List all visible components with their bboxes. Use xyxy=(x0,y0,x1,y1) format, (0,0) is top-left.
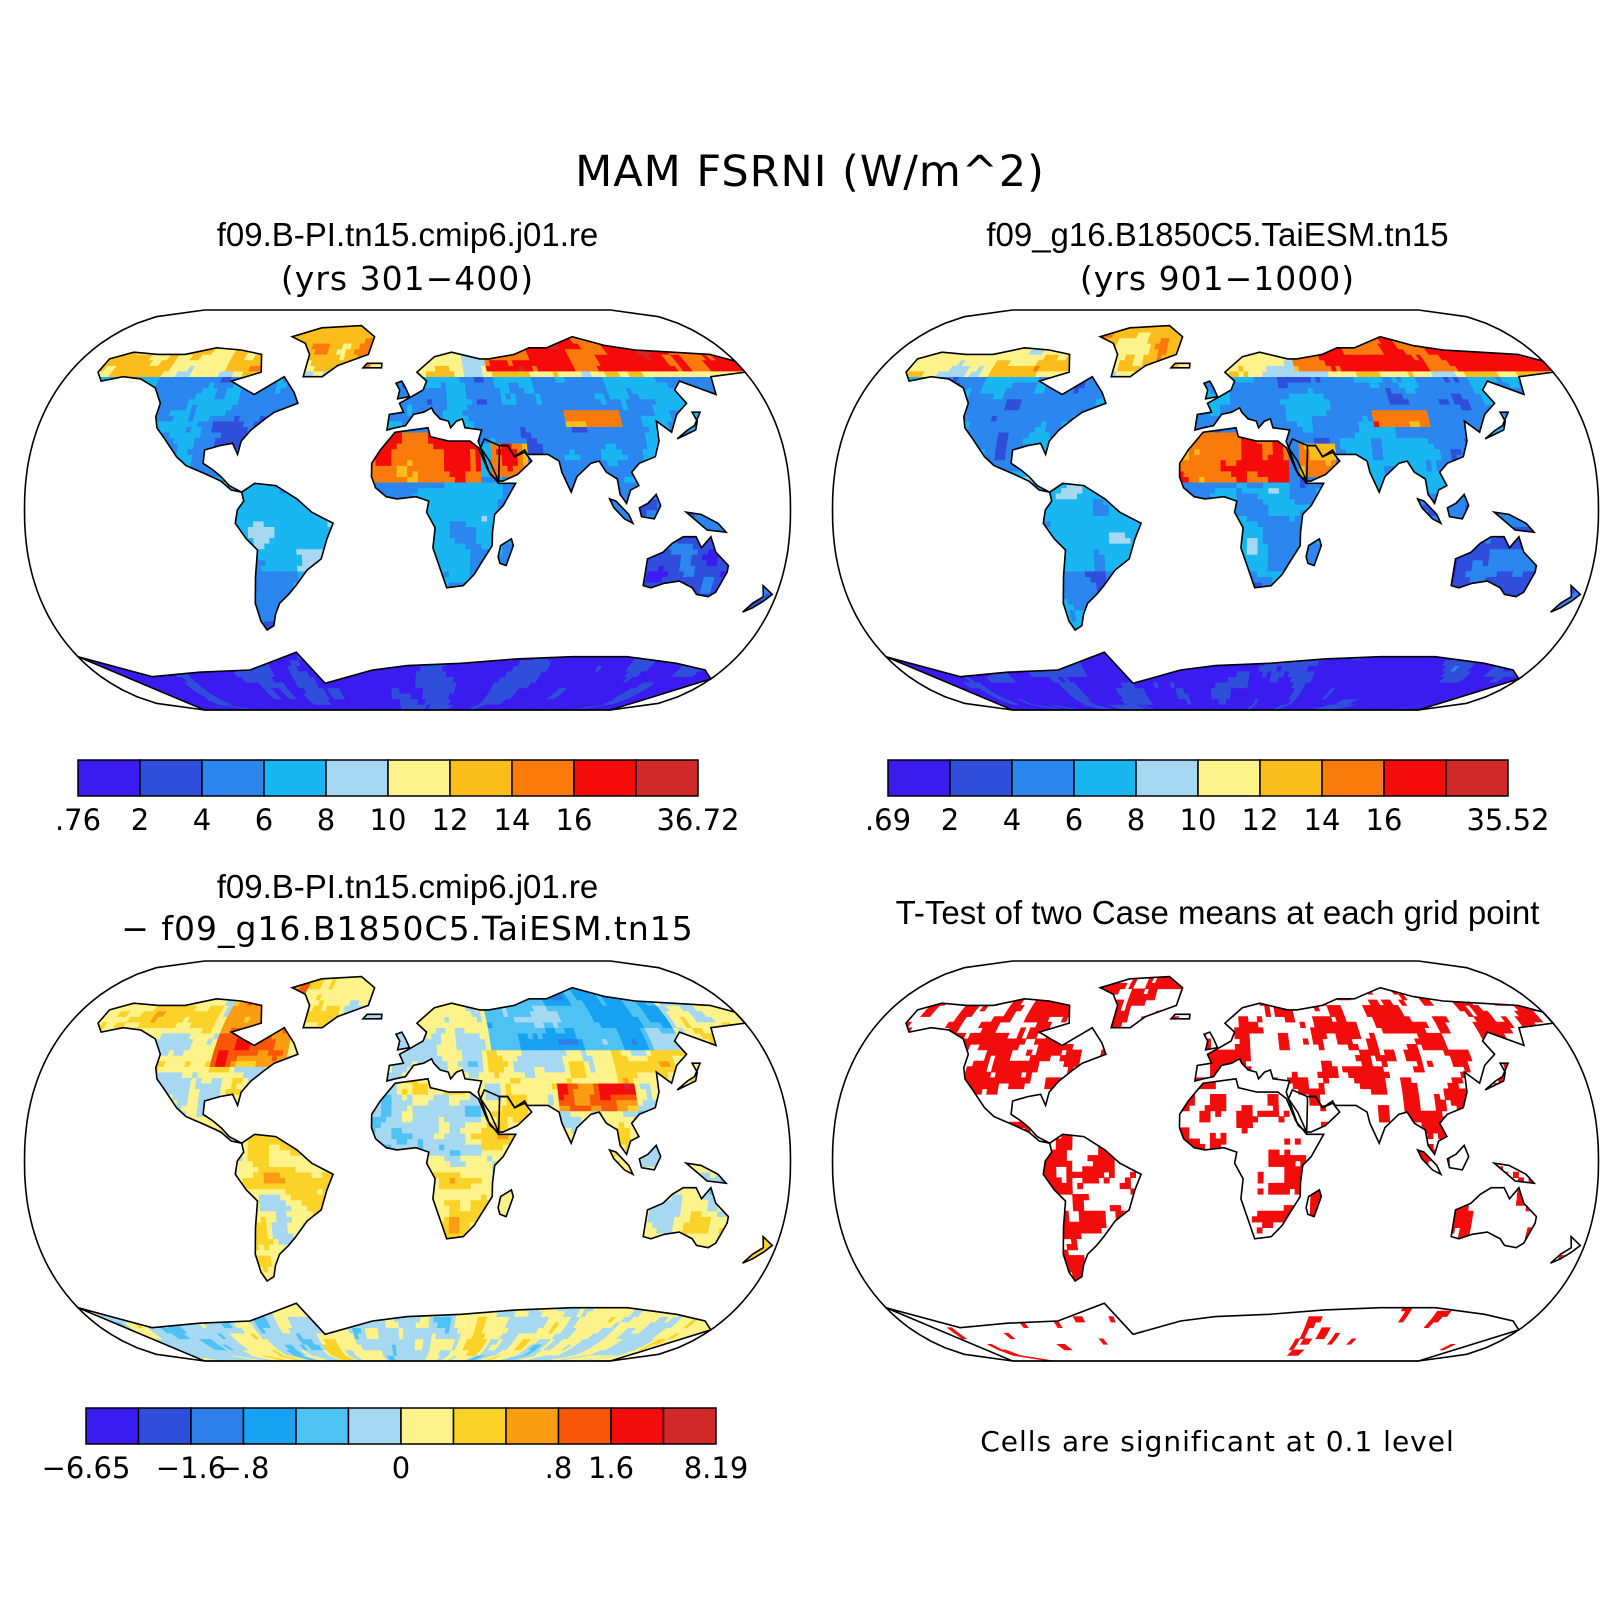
diff-subtitle: − f09_g16.B1850C5.TaiESM.tn15 xyxy=(0,912,815,945)
colorbar-tick-label: 10 xyxy=(1180,803,1217,837)
case2-map xyxy=(818,305,1613,715)
colorbar-tick-label: 14 xyxy=(1304,803,1341,837)
colorbar-swatch xyxy=(347,1407,402,1445)
coastlines xyxy=(77,975,774,1362)
case2-colorbar: .69 2 4 6 8 10 12 14 16 35.52 xyxy=(865,759,1550,840)
colorbar-tick-label: 12 xyxy=(432,803,469,837)
colorbar-swatch xyxy=(295,1407,350,1445)
colorbar-swatch xyxy=(77,759,141,797)
colorbar-tick-label: −1.6 xyxy=(156,1451,226,1485)
colorbar-swatch xyxy=(139,759,203,797)
colorbar-swatch xyxy=(325,759,389,797)
ttest-title: T-Test of two Case means at each grid po… xyxy=(810,896,1620,929)
colorbar-swatch xyxy=(400,1407,455,1445)
difference-colorbar: −6.65 −1.6 −.8 0 .8 1.6 8.19 xyxy=(42,1407,748,1488)
case1-title: f09.B-PI.tn15.cmip6.j01.re xyxy=(0,218,815,251)
colorbar-tick-label: 12 xyxy=(1242,803,1279,837)
colorbar-tick-label: 10 xyxy=(370,803,407,837)
map-outline xyxy=(23,960,792,1362)
colorbar-tick-label: 16 xyxy=(1366,803,1403,837)
case1-subtitle: (yrs 301−400) xyxy=(0,262,815,295)
colorbar-swatch xyxy=(1445,759,1509,797)
colorbar-swatch xyxy=(505,1407,560,1445)
colorbar-tick-label: 8 xyxy=(1127,803,1145,837)
colorbar-tick-label: 14 xyxy=(494,803,531,837)
colorbar-swatch xyxy=(201,759,265,797)
colorbar-swatch xyxy=(449,759,513,797)
colorbar-swatch xyxy=(452,1407,507,1445)
colorbar-tick-label: 1.6 xyxy=(588,1451,634,1485)
map-outline xyxy=(23,309,792,711)
colorbar-swatch xyxy=(85,1407,140,1445)
colorbar-swatch xyxy=(949,759,1013,797)
figure-title: MAM FSRNI (W/m^2) xyxy=(0,151,1620,194)
case1-map xyxy=(10,305,805,715)
colorbar-swatch xyxy=(573,759,637,797)
colorbar-swatch xyxy=(1197,759,1261,797)
colorbar-swatch xyxy=(610,1407,665,1445)
colorbar-tick-label: 8 xyxy=(317,803,335,837)
ttest-note: Cells are significant at 0.1 level xyxy=(810,1428,1620,1456)
colorbar-swatch xyxy=(137,1407,192,1445)
diff-title: f09.B-PI.tn15.cmip6.j01.re xyxy=(0,870,815,903)
case1-colorbar: .76 2 4 6 8 10 12 14 16 36.72 xyxy=(55,759,740,840)
colorbar-tick-label: 6 xyxy=(255,803,273,837)
colorbar-tick-label: 36.72 xyxy=(656,803,739,837)
colorbar-tick-label: 4 xyxy=(1003,803,1021,837)
colorbar-swatch xyxy=(887,759,951,797)
colorbar-swatch xyxy=(1383,759,1447,797)
colorbar-swatch xyxy=(635,759,699,797)
case2-title: f09_g16.B1850C5.TaiESM.tn15 xyxy=(810,218,1620,251)
colorbar-swatch xyxy=(511,759,575,797)
map-outline xyxy=(831,309,1600,711)
colorbar-tick-label: 2 xyxy=(941,803,959,837)
coastlines xyxy=(885,975,1582,1362)
colorbar-swatch xyxy=(1321,759,1385,797)
colorbar-tick-label: 35.52 xyxy=(1466,803,1549,837)
case2-subtitle: (yrs 901−1000) xyxy=(810,262,1620,295)
map-outline xyxy=(831,960,1600,1362)
colorbar-tick-label: .76 xyxy=(55,803,101,837)
coastlines xyxy=(885,324,1582,711)
coastlines xyxy=(77,324,774,711)
colorbar-tick-label: −6.65 xyxy=(42,1451,131,1485)
colorbar-swatch xyxy=(662,1407,717,1445)
colorbar-swatch xyxy=(242,1407,297,1445)
colorbar-swatch xyxy=(557,1407,612,1445)
colorbar-swatch xyxy=(387,759,451,797)
colorbar-tick-label: 0 xyxy=(392,1451,410,1485)
colorbar-swatch xyxy=(190,1407,245,1445)
colorbar-tick-label: 6 xyxy=(1065,803,1083,837)
colorbar-tick-label: 16 xyxy=(556,803,593,837)
colorbar-swatch xyxy=(1011,759,1075,797)
colorbar-swatch xyxy=(1259,759,1323,797)
colorbar-tick-label: .8 xyxy=(545,1451,573,1485)
colorbar-swatch xyxy=(263,759,327,797)
colorbar-tick-label: 8.19 xyxy=(684,1451,749,1485)
colorbar-swatch xyxy=(1073,759,1137,797)
ttest-map xyxy=(818,956,1613,1366)
difference-map xyxy=(10,956,805,1366)
colorbar-tick-label: 2 xyxy=(131,803,149,837)
colorbar-swatch xyxy=(1135,759,1199,797)
colorbar-tick-label: −.8 xyxy=(218,1451,270,1485)
colorbar-tick-label: 4 xyxy=(193,803,211,837)
colorbar-tick-label: .69 xyxy=(865,803,911,837)
